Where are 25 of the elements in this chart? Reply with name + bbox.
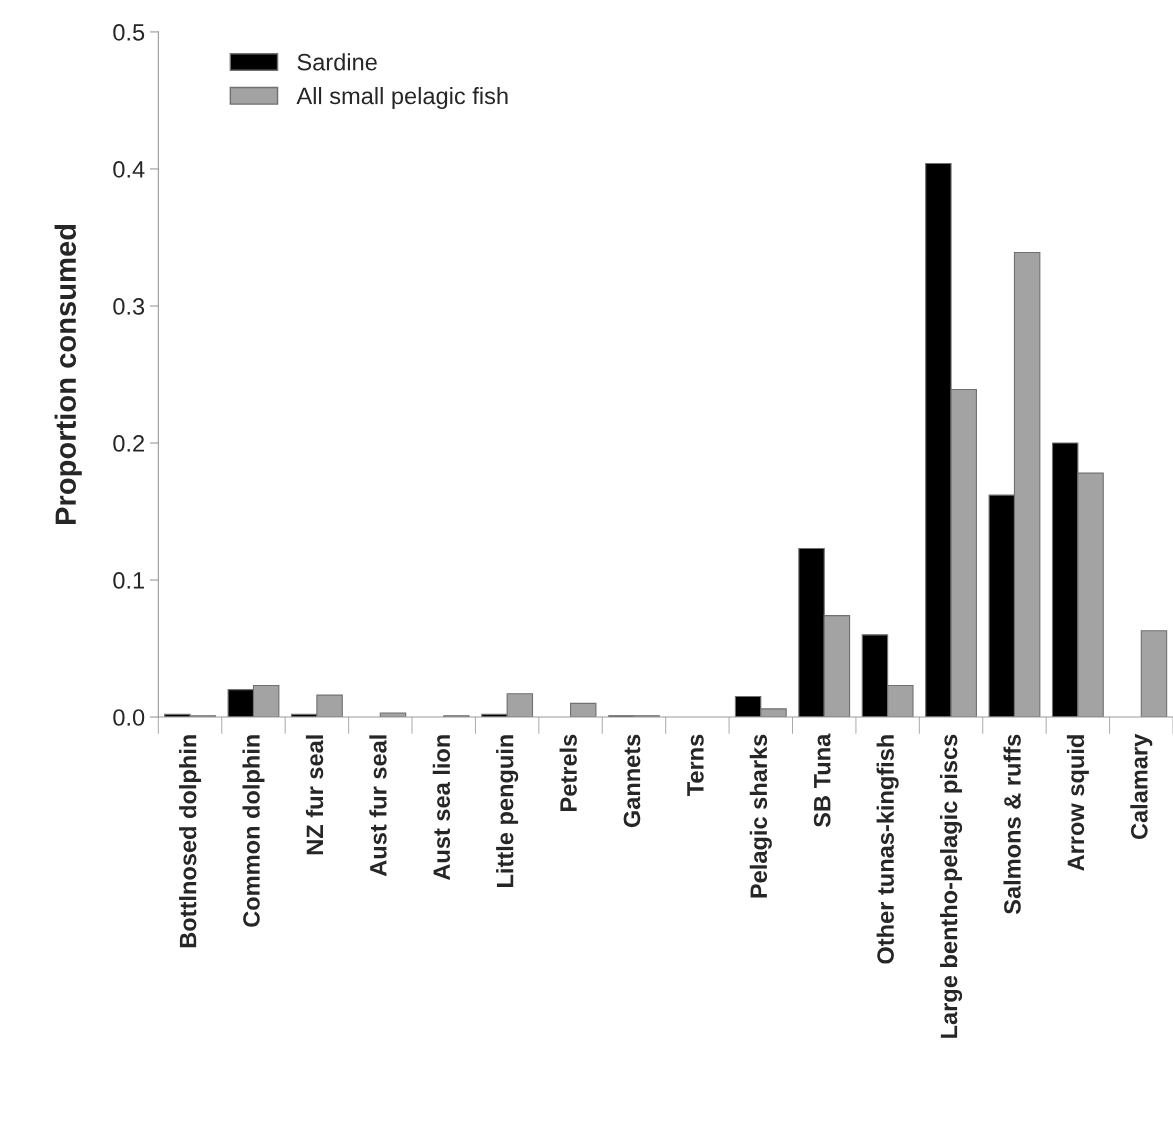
x-tick-label: Aust sea lion	[432, 735, 451, 881]
x-tick-label: Terns	[687, 734, 704, 797]
y-axis-title: Proportion consumed	[54, 224, 82, 525]
y-tick-label: 0.2	[113, 435, 144, 452]
x-tick-label: Common dolphin	[242, 735, 265, 927]
x-tick-label: Arrow squid	[1066, 735, 1089, 871]
y-tick-label: 0.1	[113, 572, 145, 589]
legend-label: All small pelagic fish	[296, 86, 508, 109]
x-tick-label: Pelagic sharks	[749, 734, 772, 898]
x-tick-label: Bottlnosed dolphin	[179, 735, 202, 948]
y-tick-label: 0.3	[113, 298, 145, 315]
x-tick-label: Petrels	[559, 734, 577, 811]
y-tick-label: 0.5	[113, 23, 145, 41]
x-tick-label: Other tunas-kingfish	[876, 735, 899, 964]
x-tick-label: Little penguin	[496, 735, 519, 887]
y-tick-label: 0.4	[113, 161, 145, 178]
x-tick-label: Calamary	[1130, 733, 1153, 840]
legend-label: Sardine	[297, 53, 377, 71]
x-tick-label: Salmons & ruffs	[1003, 734, 1021, 915]
x-tick-label: Gannets	[623, 734, 641, 828]
y-tick-label: 0.0	[113, 709, 145, 726]
x-tick-label: Large bentho-pelagic piscs	[939, 734, 963, 1038]
x-tick-label: NZ fur seal	[305, 735, 324, 855]
x-tick-label: SB Tuna	[813, 733, 831, 828]
x-tick-label: Aust fur seal	[369, 735, 387, 877]
